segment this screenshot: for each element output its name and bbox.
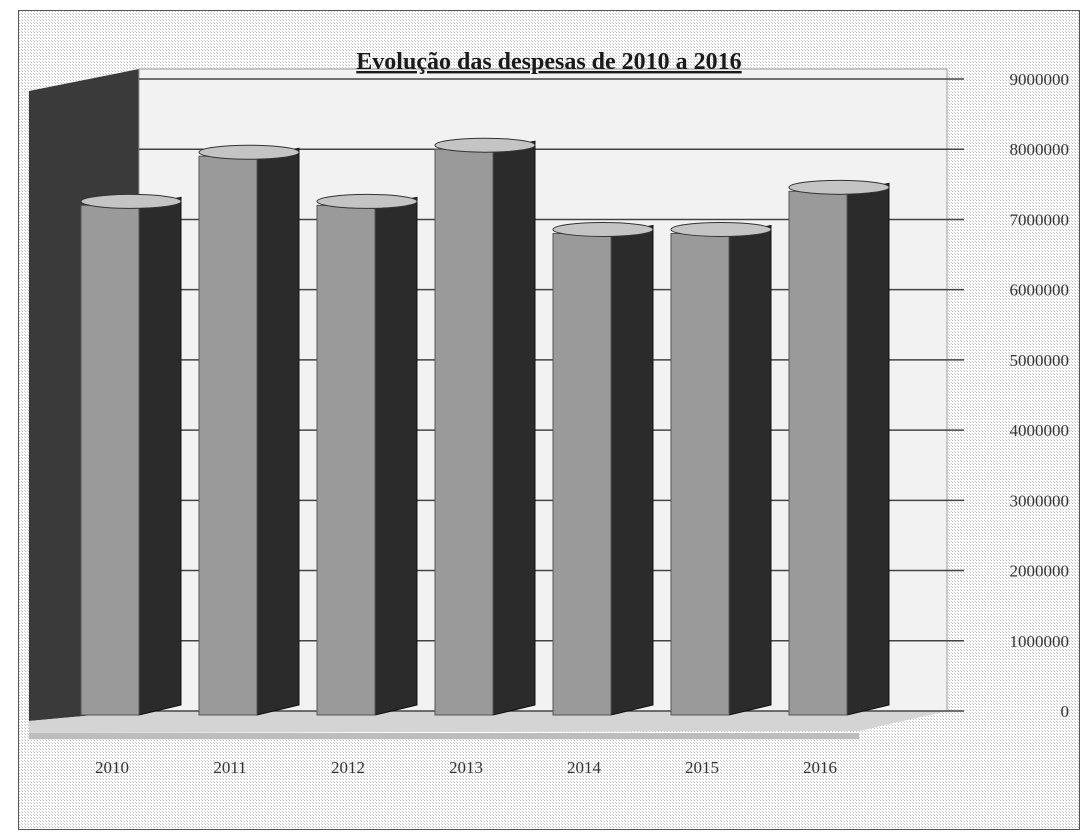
bar-top-cap [670,221,772,237]
bar [434,137,536,716]
bar-side-face [728,224,772,716]
bar-top-cap [552,221,654,237]
bar-side-face [610,224,654,716]
x-tick-label: 2010 [95,758,129,777]
y-tick-label: 1000000 [1010,632,1070,651]
y-tick-label: 7000000 [1010,210,1070,229]
bar-side-face [138,196,182,716]
bar [198,144,300,716]
bar-side-face [374,196,418,716]
y-tick-label: 6000000 [1010,281,1070,300]
bar-top-cap [788,179,890,195]
x-axis-ticks: 2010 2011 2012 2013 2014 2015 2016 [95,758,837,777]
x-tick-label: 2015 [685,758,719,777]
bar-front-face [552,232,612,716]
floor [29,711,947,733]
bar-side-face [492,140,536,716]
x-tick-label: 2013 [449,758,483,777]
bar-front-face [670,232,730,716]
y-tick-label: 3000000 [1010,491,1070,510]
bar [552,221,654,716]
chart-title: Evolução das despesas de 2010 a 2016 [356,49,741,75]
bar-top-cap [434,137,536,153]
bar-top-cap [316,193,418,209]
bar-front-face [788,190,848,716]
y-tick-label: 9000000 [1010,70,1070,89]
y-tick-label: 0 [1061,702,1070,721]
x-tick-label: 2016 [803,758,837,777]
y-tick-label: 5000000 [1010,351,1070,370]
bar-chart-3d: 0 1000000 2000000 3000000 4000000 5000000 6000… [19,11,1079,829]
x-tick-label: 2012 [331,758,365,777]
bar-front-face [434,148,494,716]
bar [316,193,418,716]
bar-front-face [198,155,258,716]
y-tick-label: 2000000 [1010,562,1070,581]
y-tick-label: 4000000 [1010,421,1070,440]
chart-frame: 0 1000000 2000000 3000000 4000000 5000000 6000… [18,10,1080,830]
bar [670,221,772,716]
bar-side-face [256,147,300,716]
bar-front-face [80,204,140,716]
bar-top-cap [198,144,300,160]
bars [80,137,890,716]
x-tick-label: 2011 [213,758,246,777]
bar [80,193,182,716]
bar-side-face [846,182,890,716]
category-axis-band [29,733,859,739]
bar-front-face [316,204,376,716]
x-tick-label: 2014 [567,758,602,777]
y-tick-label: 8000000 [1010,140,1070,159]
bar-top-cap [80,193,182,209]
bar [788,179,890,716]
y-axis-ticks: 0 1000000 2000000 3000000 4000000 5000000 6000… [1010,70,1070,721]
